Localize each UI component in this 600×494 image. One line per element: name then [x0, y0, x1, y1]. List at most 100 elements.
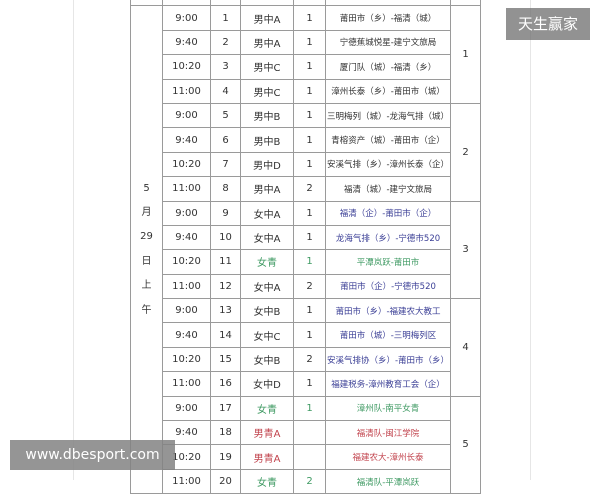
round-cell: 1: [293, 5, 326, 31]
time-cell: 9:00: [162, 102, 211, 129]
time-cell: 9:40: [162, 420, 211, 446]
match-cell: 福建农大-漳州长泰: [325, 444, 451, 470]
match-number-cell: 18: [210, 420, 241, 446]
match-cell: 莆田市（乡）-福建农大教工: [325, 298, 451, 324]
group-cell: 女青: [240, 468, 294, 494]
round-cell: 1: [293, 298, 326, 324]
match-number-cell: 15: [210, 346, 241, 373]
group-cell: 女青: [240, 395, 294, 422]
match-cell: 福建税务-漳州教育工会（企）: [325, 371, 451, 397]
time-cell: 9:00: [162, 298, 211, 324]
round-cell: 1: [293, 200, 326, 226]
group-cell: 女中B: [240, 346, 294, 373]
match-number-cell: 7: [210, 151, 241, 178]
group-cell: 男中B: [240, 127, 294, 153]
date-char: 日: [141, 255, 152, 267]
time-cell: 11:00: [162, 273, 211, 300]
match-cell: 福清队-闽江学院: [325, 420, 451, 446]
table-row: 5 月 29 日上午 9:00 1 男中A 1 莆田市（乡）-福清（城） 1: [130, 5, 481, 494]
round-cell: 1: [293, 54, 326, 80]
date-char: 月: [141, 207, 152, 219]
time-cell: 9:00: [162, 200, 211, 226]
table-row: 11:00 4 男中C 1 漳州长泰（乡）-莆田市（城）: [131, 78, 481, 104]
match-number-cell: 19: [210, 444, 241, 470]
group-cell: 女中C: [240, 322, 294, 348]
table-row: 9:00 17 女青 1 漳州队-南平女青 5: [131, 395, 481, 494]
date-cell: 5 月 29 日上午: [130, 5, 163, 494]
group-cell: 男青A: [240, 420, 294, 446]
group-cell: 女中A: [240, 224, 294, 251]
round-cell: 1: [293, 322, 326, 348]
round-cell: 1: [293, 371, 326, 397]
time-cell: 9:40: [162, 127, 211, 153]
match-cell: 安溪气排（乡）-漳州长泰（企）: [325, 151, 451, 178]
round-cell: 1: [293, 102, 326, 129]
table-row: 11:00 16 女中D 1 福建税务-漳州教育工会（企）: [131, 371, 481, 397]
group-cell: 男中C: [240, 78, 294, 104]
round-cell: 1: [293, 29, 326, 56]
watermark-top: 天生赢家: [506, 8, 590, 40]
group-cell: 男中A: [240, 5, 294, 31]
court-cell: 4: [450, 298, 481, 397]
group-cell: 男中A: [240, 29, 294, 56]
court-cell: 2: [450, 102, 481, 202]
match-cell: 福清队-平潭岚跃: [325, 468, 451, 494]
time-cell: 9:40: [162, 224, 211, 251]
match-number-cell: 11: [210, 249, 241, 275]
time-cell: 10:20: [162, 249, 211, 275]
table-row: 10:20 15 女中B 2 安溪气排协（乡）-莆田市（乡）: [131, 346, 481, 373]
time-cell: 9:00: [162, 5, 211, 31]
round-cell: 1: [293, 127, 326, 153]
round-cell: 1: [293, 151, 326, 178]
round-cell: 2: [293, 176, 326, 202]
match-cell: 厦门队（城）-福清（乡）: [325, 54, 451, 80]
date-char: 5: [143, 182, 150, 194]
time-cell: 10:20: [162, 151, 211, 178]
round-cell: 2: [293, 273, 326, 300]
page-edge-left: [73, 0, 74, 480]
time-cell: 11:00: [162, 176, 211, 202]
round-cell: [293, 420, 326, 446]
table-row: 9:00 13 女中B 1 莆田市（乡）-福建农大教工 4: [131, 298, 481, 397]
match-number-cell: 9: [210, 200, 241, 226]
date-char: 29: [140, 231, 153, 243]
round-cell: 1: [293, 224, 326, 251]
time-cell: 9:40: [162, 29, 211, 56]
match-cell: 福清（企）-莆田市（企）: [325, 200, 451, 226]
round-cell: 2: [293, 468, 326, 494]
match-number-cell: 10: [210, 224, 241, 251]
court-cell: 3: [450, 200, 481, 300]
match-number-cell: 6: [210, 127, 241, 153]
match-cell: 三明梅列（城）-龙海气排（城）: [325, 102, 451, 129]
group-cell: 男中A: [240, 176, 294, 202]
date-char: 上: [141, 280, 152, 292]
court-cell: 1: [450, 5, 481, 104]
header-row: [130, 0, 481, 7]
time-cell: 11:00: [162, 468, 211, 494]
match-number-cell: 1: [210, 5, 241, 31]
group-cell: 男中C: [240, 54, 294, 80]
group-cell: 女中A: [240, 200, 294, 226]
round-cell: 1: [293, 395, 326, 422]
time-cell: 11:00: [162, 371, 211, 397]
match-cell: 莆田市（企）-宁德市520: [325, 273, 451, 300]
match-number-cell: 16: [210, 371, 241, 397]
group-cell: 女中B: [240, 298, 294, 324]
group-cell: 女中A: [240, 273, 294, 300]
match-cell: 龙海气排（乡）-宁德市520: [325, 224, 451, 251]
table-row: 9:00 5 男中B 1 三明梅列（城）-龙海气排（城） 2: [131, 102, 481, 202]
table-row: 11:00 20 女青 2 福清队-平潭岚跃: [131, 468, 481, 494]
match-cell: 福清（城）-建宁文旅局: [325, 176, 451, 202]
match-cell: 宁德蕉城悦星-建宁文旅局: [325, 29, 451, 56]
page-edge-right: [530, 0, 531, 480]
match-cell: 漳州长泰（乡）-莆田市（城）: [325, 78, 451, 104]
table-row: 10:20 3 男中C 1 厦门队（城）-福清（乡）: [131, 54, 481, 80]
match-cell: 青榕资产（城）-莆田市（企）: [325, 127, 451, 153]
time-cell: 11:00: [162, 78, 211, 104]
match-cell: 莆田市（乡）-福清（城）: [325, 5, 451, 31]
match-number-cell: 3: [210, 54, 241, 80]
time-cell: 9:40: [162, 322, 211, 348]
match-number-cell: 4: [210, 78, 241, 104]
table-row: 10:20 19 男青A 福建农大-漳州长泰: [131, 444, 481, 470]
table-row: 10:20 11 女青 1 平潭岚跃-莆田市: [131, 249, 481, 275]
